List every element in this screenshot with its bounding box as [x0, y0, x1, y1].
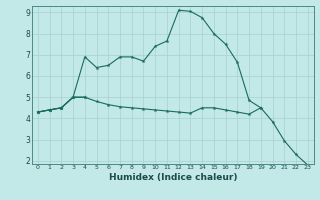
- X-axis label: Humidex (Indice chaleur): Humidex (Indice chaleur): [108, 173, 237, 182]
